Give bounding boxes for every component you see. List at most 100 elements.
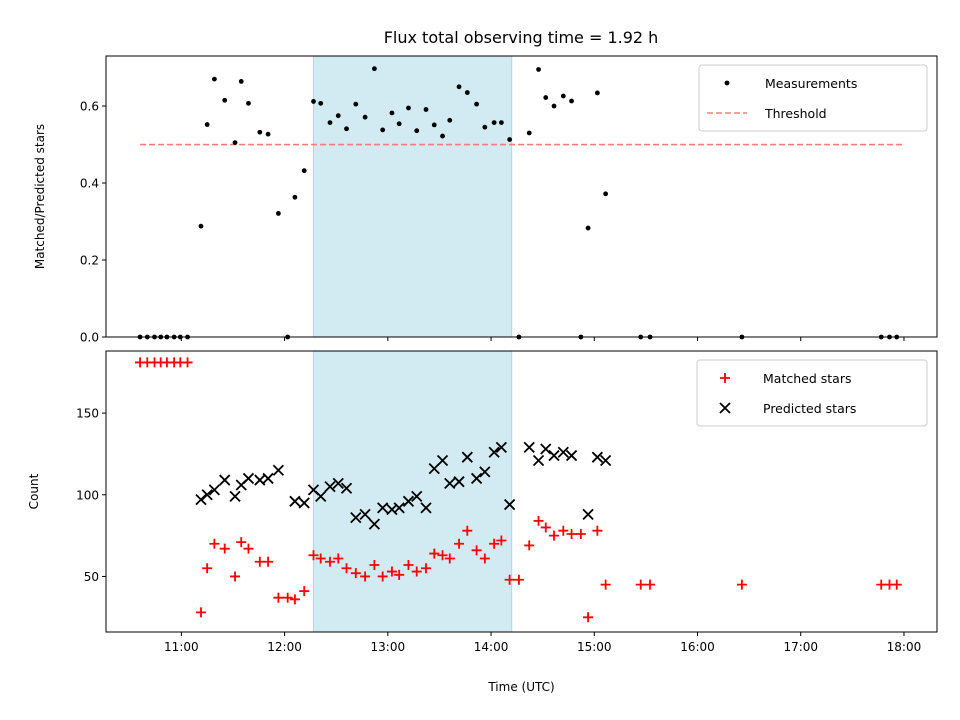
measurement-point (222, 97, 228, 103)
matched-star-point (421, 563, 432, 574)
measurement-point (491, 120, 497, 125)
predicted-star-point (201, 489, 213, 501)
matched-star-point (377, 571, 388, 582)
x-tick-label: 18:00 (887, 640, 922, 654)
x-tick-label: 12:00 (267, 640, 302, 654)
measurement-point (440, 133, 445, 139)
matched-star-point (299, 586, 310, 597)
matched-star-point (558, 525, 569, 536)
y-axis-label: Matched/Predicted stars (33, 124, 47, 269)
predicted-star-point (495, 441, 508, 454)
measurement-point (198, 223, 204, 229)
predicted-star-point (272, 464, 285, 476)
measurement-point (335, 113, 341, 119)
measurement-point (327, 120, 333, 125)
series-matched-stars (135, 357, 902, 623)
series-predicted-stars (195, 441, 612, 530)
predicted-star-point (402, 495, 415, 507)
matched-star-point (566, 528, 577, 539)
measurement-point (204, 122, 210, 127)
matched-star-point (411, 566, 422, 577)
legend-box (698, 64, 928, 132)
measurement-point (431, 122, 437, 128)
measurement-point (594, 90, 600, 96)
y-tick-label: 0.6 (80, 100, 99, 114)
matched-star-point (360, 571, 371, 582)
y-tick-label: 0.2 (80, 254, 99, 268)
matched-star-point (540, 522, 551, 533)
predicted-star-point (298, 497, 310, 509)
measurement-point (543, 95, 549, 100)
x-axis-label: Time (UTC) (487, 680, 554, 694)
matched-star-point (575, 528, 586, 539)
matched-star-point (496, 535, 507, 546)
matched-star-point (403, 560, 414, 571)
measurement-point (498, 120, 504, 125)
legend-x-icon (719, 402, 731, 414)
predicted-star-point (557, 446, 569, 458)
matched-star-point (437, 550, 448, 561)
axes-frame (105, 55, 938, 338)
predicted-star-point (368, 518, 381, 530)
measurement-point (362, 114, 368, 120)
measurement-point (380, 127, 386, 133)
measurement-point (344, 126, 349, 132)
measurement-point (482, 124, 488, 130)
predicted-star-point (503, 498, 516, 511)
matched-star-point (479, 553, 490, 564)
x-tick-label: 13:00 (371, 640, 406, 654)
measurement-point (560, 93, 566, 99)
measurement-point (406, 105, 411, 111)
matched-star-point (533, 515, 544, 526)
predicted-star-point (582, 508, 594, 521)
measurement-point (301, 168, 307, 174)
matched-star-point (635, 579, 646, 590)
predicted-star-point (540, 443, 552, 455)
x-tick-label: 14:00 (474, 640, 509, 654)
legend-label: Matched stars (763, 371, 851, 386)
measurement-point (257, 129, 263, 135)
x-tick-label: 17:00 (783, 640, 818, 654)
matched-star-point (600, 579, 611, 590)
matched-star-point (386, 566, 397, 577)
matched-star-point (325, 556, 336, 567)
predicted-star-point (195, 494, 207, 506)
measurement-point (246, 100, 251, 106)
measurement-point (551, 103, 557, 109)
measurement-point (569, 98, 574, 104)
measurement-point (232, 140, 238, 146)
matched-star-point (736, 579, 747, 590)
y-axis-label: Count (27, 473, 41, 509)
predicted-star-point (315, 490, 327, 503)
predicted-star-point (208, 484, 221, 496)
predicted-star-point (461, 451, 473, 463)
measurement-point (507, 137, 513, 142)
matched-star-point (504, 574, 515, 585)
measurement-point (536, 67, 541, 72)
predicted-star-point (470, 472, 483, 485)
axes-frame (105, 350, 938, 633)
measurement-point (464, 90, 470, 95)
measurement-point (238, 79, 244, 84)
y-tick-label: 0.0 (80, 331, 99, 345)
x-tick-label: 15:00 (577, 640, 612, 654)
measurement-point (265, 131, 271, 137)
y-tick-label: 100 (76, 488, 99, 502)
predicted-star-point (350, 512, 362, 524)
matched-star-point (333, 553, 344, 564)
measurement-point (389, 110, 395, 116)
shaded-time-span (312, 55, 513, 338)
matched-star-point (429, 548, 440, 559)
predicted-star-point (488, 446, 500, 458)
y-tick-label: 50 (84, 570, 99, 584)
matched-star-point (891, 579, 902, 590)
y-tick-label: 150 (76, 407, 99, 421)
measurement-point (396, 121, 402, 127)
predicted-star-point (229, 490, 241, 503)
predicted-star-point (289, 495, 301, 507)
matched-star-point (513, 574, 524, 585)
legend: Matched stars Predicted stars (696, 359, 928, 427)
measurement-point (585, 225, 591, 231)
matched-star-point (202, 563, 213, 574)
